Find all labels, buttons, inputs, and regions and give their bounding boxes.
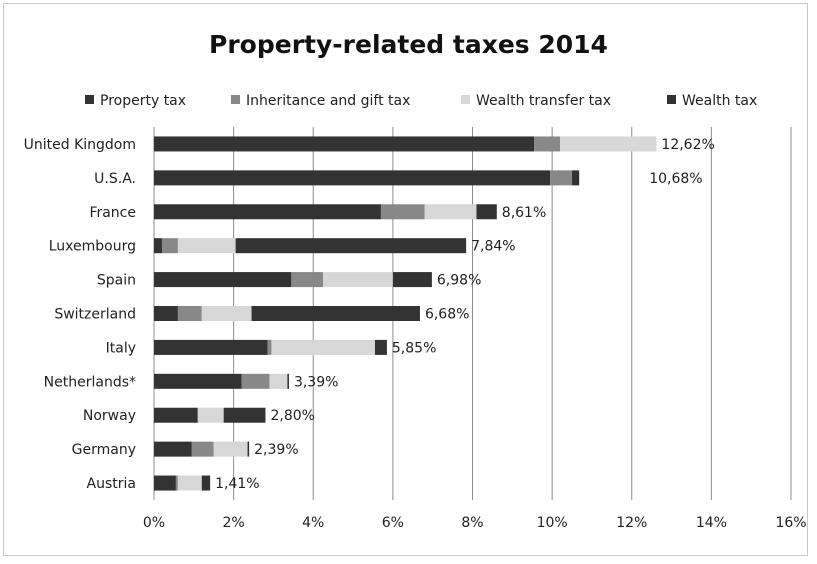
- legend-swatch: [85, 95, 94, 104]
- data-label: 2,80%: [270, 408, 314, 424]
- data-label: 6,98%: [437, 273, 481, 289]
- x-tick-label: 14%: [696, 515, 727, 531]
- data-label: 3,39%: [294, 374, 338, 390]
- bar-segment-wealth-transfer-tax: [424, 204, 477, 220]
- bar-segment-inheritance-and-gift-tax: [191, 441, 214, 457]
- category-label: Austria: [87, 476, 136, 492]
- legend-item-inheritance-and-gift-tax: Inheritance and gift tax: [231, 93, 410, 109]
- bar-segment-wealth-tax: [374, 339, 387, 355]
- category-label: United Kingdom: [24, 137, 136, 153]
- legend-label: Property tax: [100, 93, 187, 109]
- x-tick-label: 16%: [775, 515, 806, 531]
- x-tick-label: 2%: [223, 515, 245, 531]
- legend-item-wealth-tax: Wealth tax: [667, 93, 757, 109]
- bar-segment-property-tax: [154, 170, 551, 186]
- category-label: Netherlands*: [44, 374, 136, 390]
- bar-segment-inheritance-and-gift-tax: [534, 136, 561, 152]
- legend-swatch: [667, 95, 676, 104]
- bar-segment-property-tax: [154, 339, 268, 355]
- bar-segment-property-tax: [154, 136, 535, 152]
- bar-segment-inheritance-and-gift-tax: [267, 339, 272, 355]
- chart-legend: Property tax Inheritance and gift tax Weal…: [70, 93, 790, 113]
- data-label: 12,62%: [661, 137, 714, 153]
- data-label: 8,61%: [502, 205, 546, 221]
- bar-segment-wealth-transfer-tax: [271, 339, 375, 355]
- data-label: 7,84%: [471, 239, 515, 255]
- x-tick-label: 10%: [537, 515, 568, 531]
- bar-segment-inheritance-and-gift-tax: [241, 373, 270, 389]
- legend-item-wealth-transfer-tax: Wealth transfer tax: [461, 93, 611, 109]
- bar-segment-property-tax: [154, 475, 176, 491]
- legend-label: Wealth transfer tax: [476, 93, 612, 109]
- bar-segment-wealth-tax: [251, 306, 420, 321]
- category-label: Switzerland: [54, 307, 136, 323]
- bar-segment-wealth-tax: [287, 373, 289, 389]
- data-label: 1,41%: [215, 476, 259, 492]
- bar-segment-inheritance-and-gift-tax: [550, 170, 573, 186]
- category-label: Luxembourg: [49, 239, 136, 255]
- bar-segment-property-tax: [154, 407, 198, 423]
- category-label: Germany: [72, 442, 136, 458]
- x-tick-label: 6%: [382, 515, 404, 531]
- bar-segment-wealth-transfer-tax: [269, 373, 288, 389]
- bar-segment-wealth-transfer-tax: [177, 238, 236, 254]
- category-label: France: [89, 205, 136, 221]
- category-label: Norway: [83, 408, 136, 424]
- data-label: 2,39%: [254, 442, 298, 458]
- x-tick-label: 8%: [461, 515, 483, 531]
- legend-swatch: [461, 95, 470, 104]
- legend-swatch: [231, 95, 240, 104]
- bar-segment-wealth-tax: [235, 238, 467, 254]
- bar-segment-property-tax: [154, 204, 381, 220]
- bar-segment-inheritance-and-gift-tax: [161, 238, 178, 254]
- bar-segment-wealth-transfer-tax: [177, 475, 202, 491]
- chart-title: Property-related taxes 2014: [209, 30, 608, 59]
- bar-segment-wealth-transfer-tax: [323, 272, 393, 288]
- data-label: 5,85%: [392, 340, 436, 356]
- x-tick-label: 12%: [616, 515, 647, 531]
- bar-segment-property-tax: [154, 441, 192, 457]
- bar-segment-property-tax: [154, 238, 162, 254]
- bar-segment-property-tax: [154, 306, 178, 321]
- bar-segment-property-tax: [154, 272, 292, 288]
- x-tick-label: 0%: [143, 515, 165, 531]
- bar-segment-wealth-transfer-tax: [197, 407, 224, 423]
- category-label: Italy: [106, 340, 136, 356]
- bar-segment-inheritance-and-gift-tax: [175, 475, 178, 491]
- category-label: U.S.A.: [94, 171, 136, 187]
- category-label: Spain: [97, 273, 136, 289]
- bar-segment-wealth-tax: [201, 475, 211, 491]
- bar-segment-inheritance-and-gift-tax: [177, 306, 202, 321]
- bar-segment-wealth-transfer-tax: [201, 306, 252, 321]
- bar-segment-wealth-tax: [572, 170, 580, 186]
- bar-segment-inheritance-and-gift-tax: [291, 272, 324, 288]
- bar-segment-wealth-transfer-tax: [213, 441, 248, 457]
- legend-label: Inheritance and gift tax: [246, 93, 411, 109]
- bar-segment-wealth-tax: [247, 441, 250, 457]
- bar-segment-wealth-transfer-tax: [560, 136, 657, 152]
- legend-item-property-tax: Property tax: [85, 93, 186, 109]
- bar-segment-inheritance-and-gift-tax: [380, 204, 425, 220]
- legend-label: Wealth tax: [682, 93, 758, 109]
- bar-segment-wealth-tax: [476, 204, 497, 220]
- bar-segment-wealth-tax: [223, 407, 266, 423]
- data-label: 10,68%: [649, 171, 702, 187]
- bar-segment-property-tax: [154, 373, 242, 389]
- x-tick-label: 4%: [302, 515, 324, 531]
- data-label: 6,68%: [425, 307, 469, 323]
- bar-segment-wealth-tax: [392, 272, 432, 288]
